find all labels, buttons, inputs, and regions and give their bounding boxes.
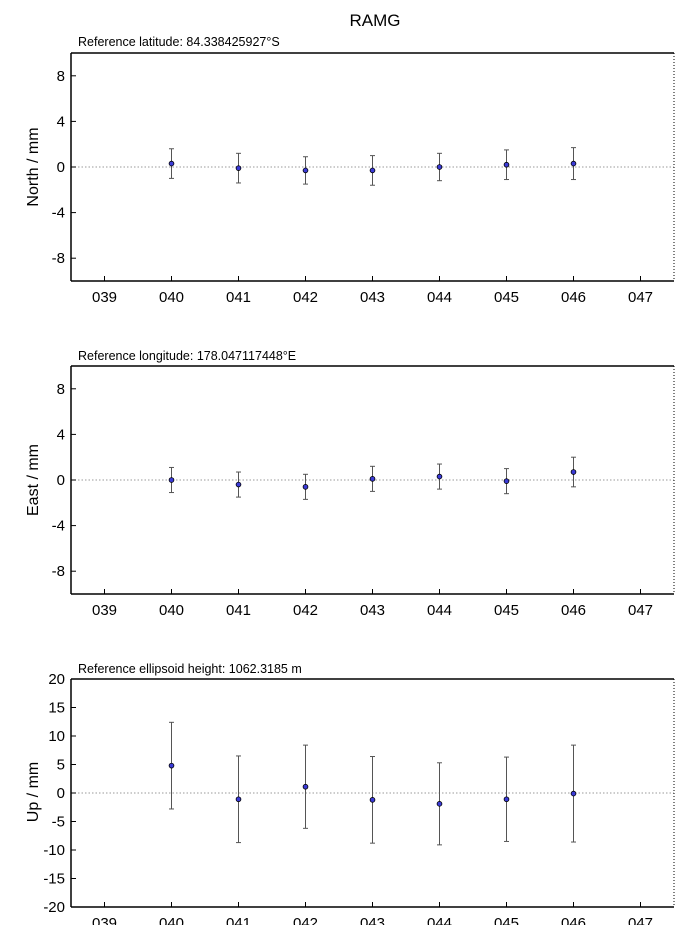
x-tick-label: 046 [561,915,586,925]
data-point [369,167,376,174]
data-point [302,484,309,490]
y-tick-label: 4 [57,113,65,130]
y-tick-label: 20 [48,671,65,688]
y-tick-label: -8 [52,563,65,580]
data-point [168,160,175,167]
y-axis-label: North / mm [25,127,42,206]
panel-subtitle: Reference ellipsoid height: 1062.3185 m [78,662,302,676]
y-tick-label: -10 [43,842,65,859]
y-tick-label: -4 [52,205,65,222]
x-tick-label: 043 [360,602,385,619]
panel-up: Reference ellipsoid height: 1062.3185 m … [25,662,675,925]
y-tick-label: -20 [43,899,65,916]
panel-east: Reference longitude: 178.047117448°E Eas… [25,349,675,619]
data-point [235,796,242,803]
data-point [436,164,443,170]
y-tick-label: -15 [43,871,65,888]
data-point [235,165,242,171]
x-tick-label: 040 [159,915,184,925]
data-point [436,473,443,480]
x-tick-label: 044 [427,915,452,925]
panel-north: Reference latitude: 84.338425927°S North… [25,35,675,306]
y-axis-label: Up / mm [25,762,42,822]
data-point [168,762,175,769]
data-point [503,161,510,168]
data-point [302,167,309,174]
data-point [369,476,376,482]
x-tick-label: 044 [427,602,452,619]
x-tick-label: 047 [628,915,653,925]
y-tick-label: 0 [57,472,65,489]
data-point [503,796,510,803]
x-tick-label: 041 [226,289,251,306]
x-tick-label: 039 [92,602,117,619]
y-axis-label: East / mm [25,444,42,516]
x-tick-label: 042 [293,915,318,925]
x-tick-label: 039 [92,915,117,925]
y-tick-label: 15 [48,700,65,717]
y-tick-label: -8 [52,250,65,267]
y-tick-label: -5 [52,814,65,831]
y-tick-label: 5 [57,757,65,774]
data-point [369,797,376,803]
x-tick-label: 040 [159,289,184,306]
panel-subtitle: Reference latitude: 84.338425927°S [78,35,280,49]
x-tick-label: 039 [92,289,117,306]
x-tick-label: 045 [494,289,519,306]
x-tick-label: 044 [427,289,452,306]
data-point [570,160,577,167]
y-tick-label: 8 [57,381,65,398]
data-point [302,783,309,790]
data-point [436,801,443,807]
data-point [570,790,577,797]
y-tick-label: 0 [57,785,65,802]
x-tick-label: 041 [226,602,251,619]
x-tick-label: 042 [293,602,318,619]
x-tick-label: 046 [561,289,586,306]
y-tick-label: 10 [48,728,65,745]
y-tick-label: 8 [57,68,65,85]
data-point [235,481,242,488]
data-point [570,469,577,475]
x-tick-label: 046 [561,602,586,619]
y-tick-label: 0 [57,159,65,176]
x-tick-label: 045 [494,915,519,925]
y-tick-label: 4 [57,426,65,443]
figure-title: RAMG [350,11,401,30]
y-tick-label: -4 [52,518,65,535]
x-tick-label: 043 [360,289,385,306]
data-point [168,477,175,483]
x-tick-label: 042 [293,289,318,306]
data-point [503,478,510,484]
x-tick-label: 045 [494,602,519,619]
x-tick-label: 047 [628,289,653,306]
x-tick-label: 040 [159,602,184,619]
x-tick-label: 041 [226,915,251,925]
x-tick-label: 047 [628,602,653,619]
x-tick-label: 043 [360,915,385,925]
panel-subtitle: Reference longitude: 178.047117448°E [78,349,296,363]
